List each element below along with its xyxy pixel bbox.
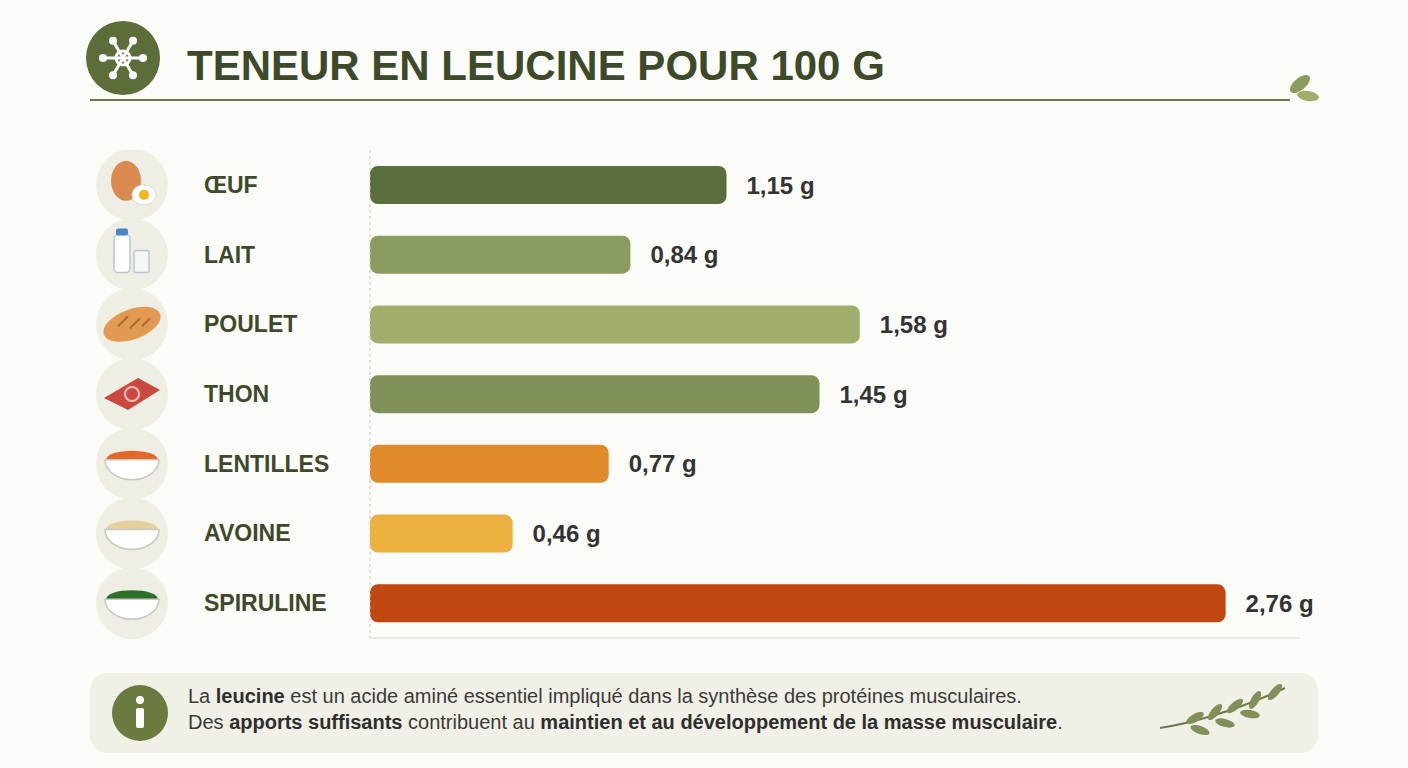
svg-text:AVOINE: AVOINE bbox=[204, 520, 290, 546]
svg-text:1,45 g: 1,45 g bbox=[840, 381, 908, 408]
svg-text:SPIRULINE: SPIRULINE bbox=[204, 590, 327, 616]
svg-text:TENEUR EN LEUCINE POUR 100 G: TENEUR EN LEUCINE POUR 100 G bbox=[187, 42, 885, 89]
svg-text:POULET: POULET bbox=[204, 311, 297, 337]
svg-text:THON: THON bbox=[204, 381, 269, 407]
svg-text:Des apports suffisants contrib: Des apports suffisants contribuent au ma… bbox=[188, 711, 1063, 733]
svg-text:ŒUF: ŒUF bbox=[204, 172, 258, 198]
svg-text:La leucine est un acide aminé: La leucine est un acide aminé essentiel … bbox=[188, 685, 1022, 707]
svg-text:LAIT: LAIT bbox=[204, 242, 255, 268]
svg-text:0,84 g: 0,84 g bbox=[650, 241, 718, 268]
svg-text:0,77 g: 0,77 g bbox=[629, 450, 697, 477]
svg-text:1,15 g: 1,15 g bbox=[747, 172, 815, 199]
svg-text:0,46 g: 0,46 g bbox=[533, 520, 601, 547]
svg-text:2,76 g: 2,76 g bbox=[1246, 590, 1314, 617]
svg-text:1,58 g: 1,58 g bbox=[880, 311, 948, 338]
svg-text:LENTILLES: LENTILLES bbox=[204, 451, 329, 477]
